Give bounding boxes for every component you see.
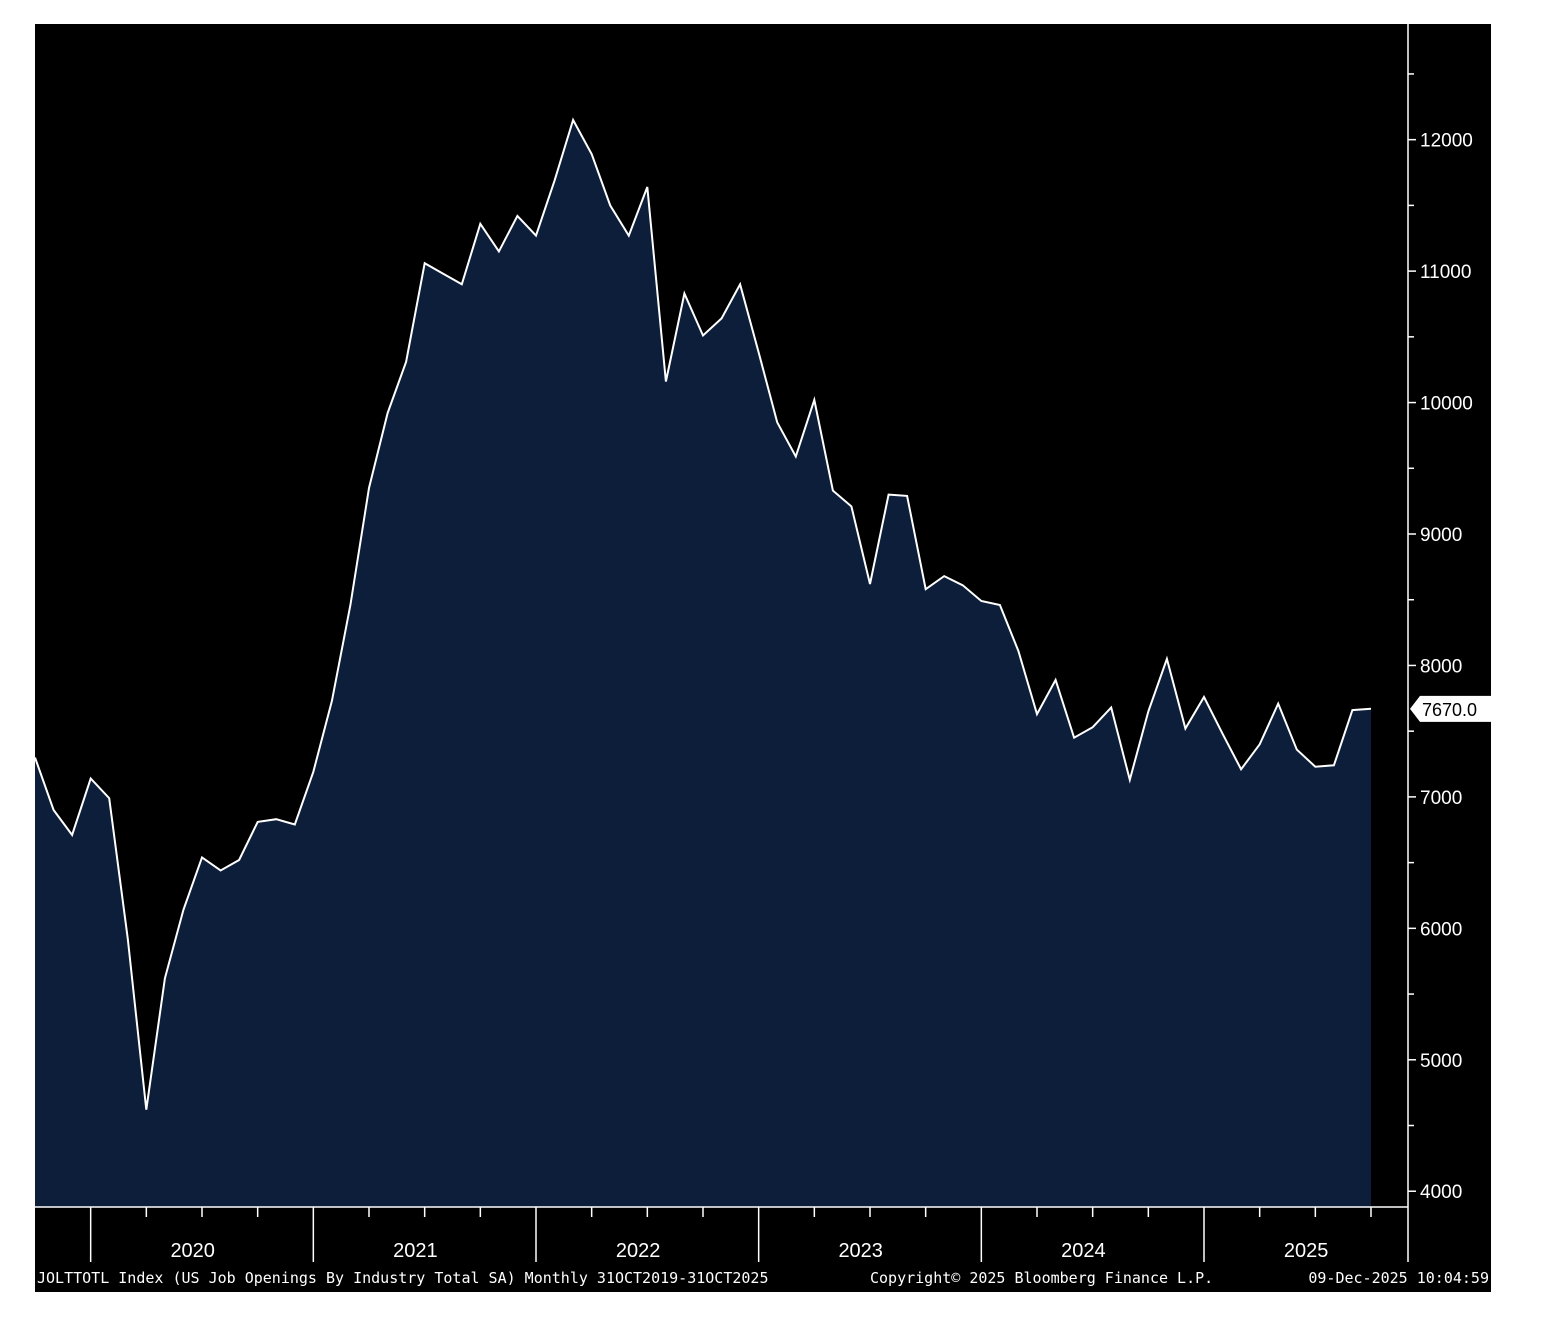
y-tick-label: 9000 [1420, 525, 1462, 546]
series-area-fill [35, 120, 1371, 1207]
x-year-label: 2020 [170, 1240, 215, 1262]
y-tick-label: 7000 [1420, 788, 1462, 809]
series-line [35, 117, 1372, 1110]
chart-frame: 4000 5000 6000 7000 8000 9000 10000 11000 12000 2… [35, 24, 1491, 1292]
copyright-text: Copyright© 2025 Bloomberg Finance L.P. [870, 1269, 1214, 1287]
x-year-label: 2022 [616, 1240, 661, 1262]
x-year-label: 2021 [393, 1240, 438, 1262]
x-year-label: 2025 [1284, 1240, 1329, 1262]
y-tick-label: 6000 [1420, 919, 1462, 940]
area-layer [35, 117, 1372, 1207]
y-tick-label: 10000 [1420, 394, 1473, 415]
job-openings-chart: 4000 5000 6000 7000 8000 9000 10000 11000 12000 2… [35, 24, 1491, 1292]
y-tick-label: 11000 [1420, 262, 1471, 283]
last-value-label: 7670.0 [1422, 700, 1477, 720]
axis-layer: 4000 5000 6000 7000 8000 9000 10000 11000 12000 2… [35, 24, 1473, 1262]
ticker-description: JOLTTOTL Index (US Job Openings By Indus… [37, 1269, 769, 1287]
y-tick-label: 4000 [1420, 1182, 1462, 1203]
last-value-tag: 7670.0 [1410, 695, 1491, 722]
y-tick-label: 8000 [1420, 656, 1462, 677]
x-year-label: 2023 [838, 1240, 883, 1262]
y-tick-label: 5000 [1420, 1051, 1462, 1072]
y-tick-label: 12000 [1420, 131, 1473, 152]
timestamp-text: 09-Dec-2025 10:04:59 [1308, 1269, 1489, 1287]
last-value-tag-shape [1410, 695, 1491, 722]
x-year-label: 2024 [1061, 1240, 1106, 1262]
